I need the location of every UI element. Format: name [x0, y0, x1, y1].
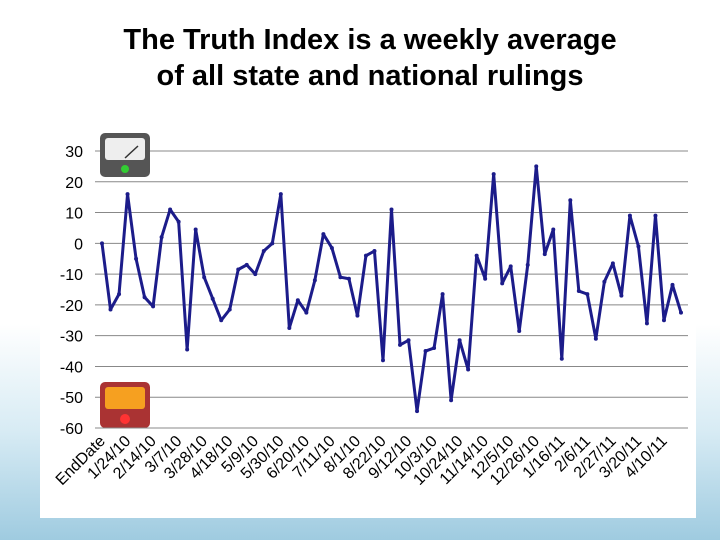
data-point	[219, 318, 224, 323]
data-line	[100, 164, 683, 413]
data-point	[329, 245, 334, 250]
data-point	[423, 349, 428, 354]
data-point	[176, 219, 181, 224]
data-point	[236, 267, 241, 272]
y-tick-label: 10	[65, 206, 83, 223]
data-point	[355, 313, 360, 318]
data-point	[372, 249, 377, 254]
data-point	[500, 281, 505, 286]
data-point	[406, 338, 411, 343]
data-point	[525, 262, 530, 267]
y-tick-label: 0	[74, 236, 83, 253]
data-point	[474, 253, 479, 258]
data-point	[261, 249, 266, 254]
pants-on-fire-icon	[100, 382, 150, 428]
data-point	[415, 409, 420, 414]
data-point	[321, 232, 326, 237]
data-point	[312, 278, 317, 283]
data-point	[661, 318, 666, 323]
data-point	[542, 252, 547, 257]
data-point	[168, 207, 173, 212]
data-point	[295, 298, 300, 303]
data-point	[576, 289, 581, 294]
data-point	[227, 307, 232, 312]
true-icon	[100, 133, 150, 177]
y-tick-label: -50	[60, 390, 83, 407]
data-point	[670, 282, 675, 287]
data-point	[636, 244, 641, 249]
data-point	[585, 292, 590, 297]
data-point	[483, 276, 488, 281]
data-point	[619, 293, 624, 298]
data-point	[253, 272, 258, 277]
data-point	[559, 356, 564, 361]
data-point	[151, 304, 156, 309]
y-tick-label: 30	[65, 144, 83, 161]
data-point	[440, 292, 445, 297]
data-point	[457, 338, 462, 343]
data-point	[491, 172, 496, 177]
chart-panel	[40, 106, 696, 518]
data-point	[551, 227, 556, 232]
data-point	[338, 275, 343, 280]
data-point	[100, 241, 104, 246]
data-point	[142, 295, 147, 300]
grid	[95, 150, 688, 429]
data-point	[610, 261, 615, 266]
data-point	[449, 398, 454, 403]
y-tick-label: -20	[60, 298, 83, 315]
data-point	[278, 192, 283, 197]
data-point	[108, 307, 113, 312]
data-point	[134, 256, 139, 261]
data-point	[398, 342, 403, 347]
data-point	[593, 336, 598, 341]
data-point	[193, 227, 198, 232]
data-point	[202, 275, 207, 280]
data-point	[287, 325, 292, 330]
data-point	[117, 292, 122, 297]
data-point	[627, 213, 632, 218]
data-point	[568, 198, 573, 203]
y-tick-label: 20	[65, 175, 83, 192]
data-point	[304, 310, 309, 315]
data-point	[534, 164, 539, 169]
data-point	[389, 207, 394, 212]
y-tick-label: -60	[60, 421, 83, 438]
data-point	[653, 213, 658, 218]
data-point	[159, 235, 164, 240]
data-point	[517, 329, 522, 334]
data-point	[602, 279, 607, 284]
y-tick-label: -10	[60, 267, 83, 284]
y-tick-label: -30	[60, 329, 83, 346]
slide-title: The Truth Index is a weekly average of a…	[90, 22, 650, 102]
data-point	[270, 241, 275, 246]
data-point	[185, 347, 190, 352]
y-tick-label: -40	[60, 359, 83, 376]
data-point	[244, 262, 249, 267]
data-point	[508, 264, 513, 269]
data-point	[125, 192, 130, 197]
data-point	[644, 321, 649, 326]
data-point	[679, 310, 683, 315]
data-point	[466, 367, 471, 372]
data-point	[346, 276, 351, 281]
data-point	[210, 296, 215, 301]
data-point	[363, 253, 368, 258]
data-point	[432, 345, 437, 350]
data-point	[380, 358, 385, 363]
